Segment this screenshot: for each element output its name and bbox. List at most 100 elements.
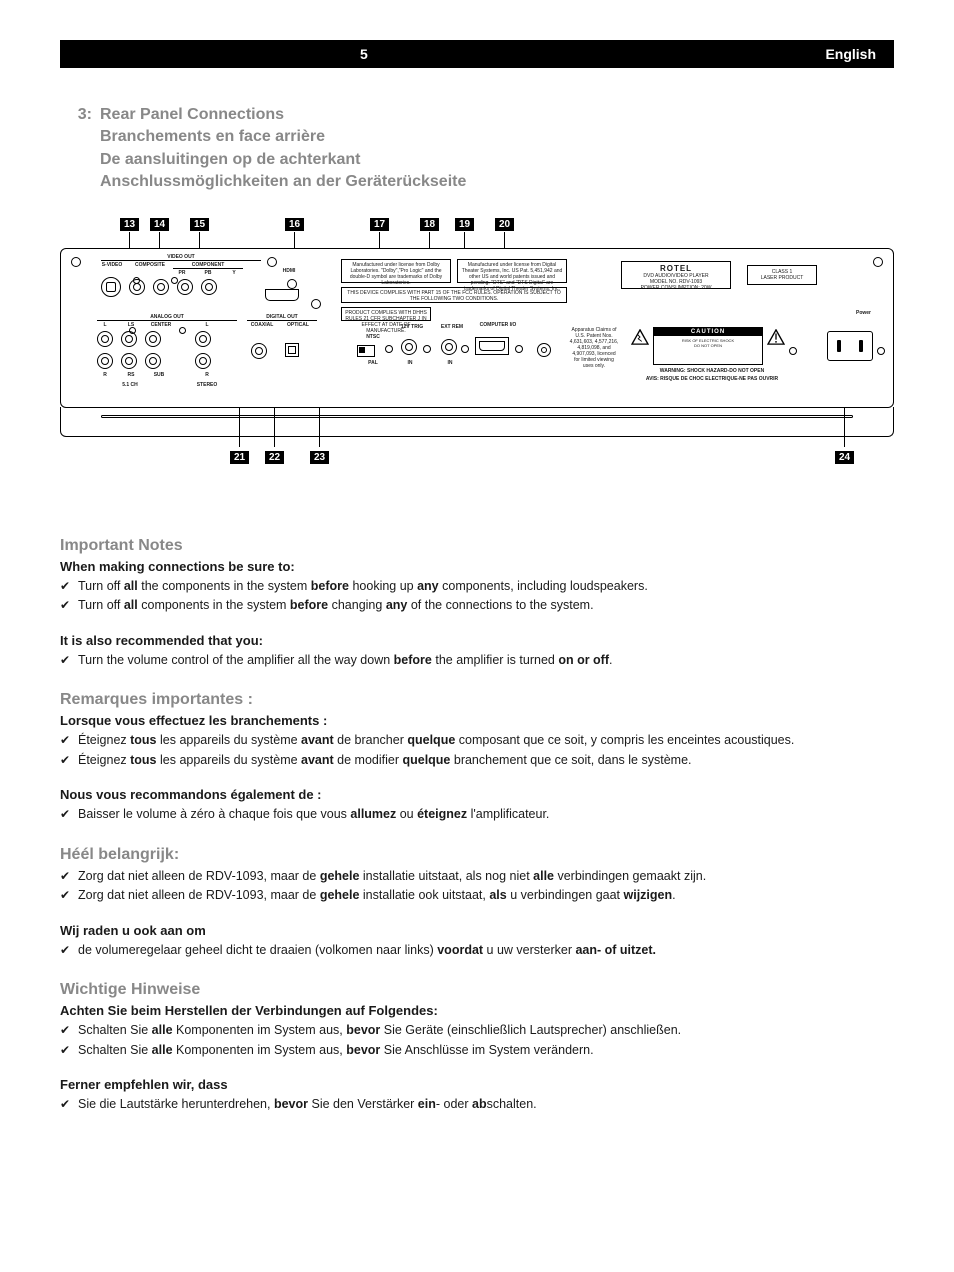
screw-icon [287,279,297,289]
power-inlet-icon [827,331,873,361]
label-component: COMPONENT [173,263,243,270]
callout-19: 19 [455,214,474,250]
callout-16: 16 [285,214,304,250]
label-sub: SUB [149,373,169,379]
screw-icon [129,327,136,334]
section-heading-en: Important Notes [60,537,894,555]
ground-screw-icon [537,343,551,357]
list-en-1: Turn off all the components in the syste… [60,578,894,615]
rear-panel: VIDEO OUT S-VIDEO COMPOSITE COMPONENT PR… [60,248,894,408]
subhead-fr-1: Lorsque vous effectuez les branchements … [60,713,894,728]
label-digital-out: DIGITAL OUT [247,315,317,322]
label-ntsc: NTSC [361,335,385,341]
screw-icon [133,277,140,284]
compliance-text-1: Manufactured under license from Dolby La… [341,259,451,283]
list-de-2: Sie die Lautstärke herunterdrehen, bevor… [60,1096,894,1114]
check-item: Éteignez tous les appareils du système a… [60,752,894,770]
analog-jacks-top [97,331,211,347]
screw-icon [877,347,885,355]
screw-icon [311,299,321,309]
check-item: Turn off all components in the system be… [60,597,894,615]
screw-icon [423,345,431,353]
warning-line-2: AVIS: RISQUE DE CHOC ELECTRIQUE-NE PAS O… [627,377,797,383]
jack-icon [145,353,161,369]
callout-22: 22 [265,407,284,465]
title-line-1: Rear Panel Connections [100,104,284,126]
rotel-logo: ROTEL [624,264,728,274]
warning-triangle-icon [631,329,649,345]
subhead-de-2: Ferner empfehlen wir, dass [60,1077,894,1092]
title-line-2: Branchements en face arrière [100,126,894,148]
label-video-out: VIDEO OUT [101,255,261,262]
header-bar: 5 English [60,40,894,68]
disc-tray [60,407,894,437]
screw-icon [515,345,523,353]
callouts-bottom: 21222324 [60,437,894,497]
coax-jack [251,343,267,364]
list-nl-2: de volumeregelaar geheel dicht te draaie… [60,942,894,960]
subhead-fr-2: Nous vous recommandons également de : [60,787,894,802]
label-r: R [99,373,111,379]
label-y: Y [227,271,241,277]
screw-icon [873,257,883,267]
list-nl-1: Zorg dat niet alleen de RDV-1093, maar d… [60,868,894,905]
label-hdmi: HDMI [277,269,301,275]
screw-icon [461,345,469,353]
check-item: de volumeregelaar geheel dicht te draaie… [60,942,894,960]
header-language: English [825,46,876,62]
callout-21: 21 [230,407,249,465]
analog-jacks-bottom [97,353,211,369]
check-item: Schalten Sie alle Komponenten im System … [60,1022,894,1040]
label-stereo-l: L [201,323,213,329]
label-in-1: IN [403,361,417,367]
jack-icon [401,339,417,355]
section-heading-nl: Héél belangrijk: [60,846,894,864]
jack-icon [97,353,113,369]
label-composite: COMPOSITE [131,263,169,269]
compliance-text-3: THIS DEVICE COMPLIES WITH PART 15 OF THE… [341,287,567,303]
warning-triangle-icon [767,329,785,345]
jack-icon [441,339,457,355]
subhead-en-1: When making connections be sure to: [60,559,894,574]
title-line-4: Anschlussmöglichkeiten an der Geräterück… [100,171,894,193]
check-item: Éteignez tous les appareils du système a… [60,732,894,750]
compliance-text-4: PRODUCT COMPLIES WITH DHHS RULES 21 CFR … [341,307,431,321]
list-en-2: Turn the volume control of the amplifier… [60,652,894,670]
subhead-en-2: It is also recommended that you: [60,633,894,648]
callout-24: 24 [835,407,854,465]
callout-23: 23 [310,407,329,465]
jack-icon [201,279,217,295]
check-item: Sie die Lautstärke herunterdrehen, bevor… [60,1096,894,1114]
jack-icon [195,353,211,369]
label-computer-io: COMPUTER I/O [473,323,523,329]
section-heading-de: Wichtige Hinweise [60,981,894,999]
caution-title: CAUTION [654,328,762,336]
callout-17: 17 [370,214,389,250]
label-stereo: STEREO [187,383,227,389]
label-l: L [99,323,111,329]
subhead-nl-2: Wij raden u ook aan om [60,923,894,938]
compliance-text-2: Manufactured under license from Digital … [457,259,567,283]
screw-icon [71,257,81,267]
patents-text: Apparatus Claims of U.S. Patent Nos. 4,6… [567,325,621,363]
model-line-3: POWER CONSUMPTION: 20W [624,285,728,291]
label-rs: RS [125,373,137,379]
ntsc-pal-switch-icon [357,345,375,357]
label-pb: PB [201,271,215,277]
label-optical: OPTICAL [283,323,313,329]
callout-15: 15 [190,214,209,250]
jack-icon [121,353,137,369]
optical-port-icon [285,343,299,357]
section-heading-fr: Remarques importantes : [60,691,894,709]
label-center: CENTER [147,323,175,329]
check-item: Zorg dat niet alleen de RDV-1093, maar d… [60,887,894,905]
video-jacks-row [101,277,217,297]
check-item: Turn off all the components in the syste… [60,578,894,596]
jack-icon [153,279,169,295]
screw-icon [171,277,178,284]
title-block: 3: Rear Panel Connections Branchements e… [60,104,894,194]
tray-slot [101,415,853,418]
subhead-de-1: Achten Sie beim Herstellen der Verbindun… [60,1003,894,1018]
label-pr: PR [175,271,189,277]
label-ext-rem: EXT REM [435,325,469,331]
